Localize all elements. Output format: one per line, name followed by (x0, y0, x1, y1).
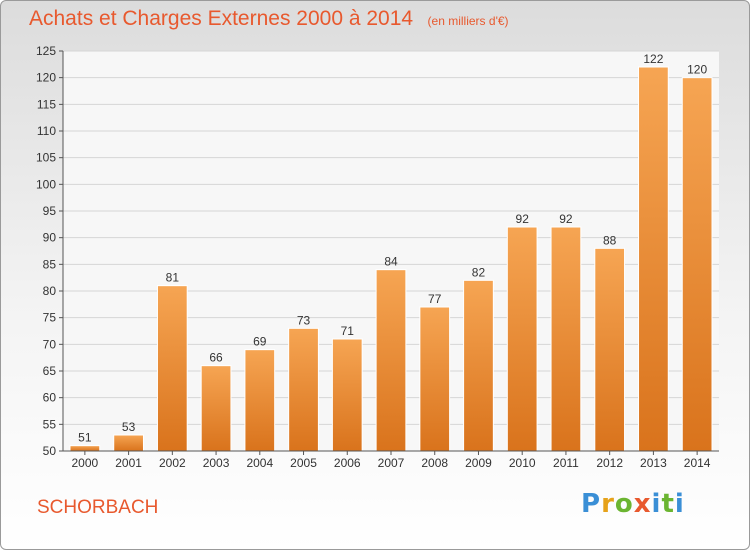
bars: 51 53 81 66 69 73 71 84 77 82 92 92 88 122 120 (69, 52, 713, 452)
y-tick-label: 95 (43, 204, 57, 218)
chart-unit: (en milliers d'€) (427, 14, 509, 28)
x-tick-label: 2002 (159, 456, 186, 470)
bar (681, 77, 713, 452)
data-label: 73 (297, 313, 311, 327)
data-label: 51 (78, 431, 92, 445)
x-tick-label: 2012 (596, 456, 623, 470)
data-label: 84 (384, 255, 398, 269)
y-tick-label: 120 (36, 71, 56, 85)
data-label: 53 (122, 420, 136, 434)
y-tick-label: 115 (37, 97, 56, 111)
y-tick-label: 55 (43, 417, 57, 431)
data-label: 92 (516, 212, 530, 226)
bar (244, 349, 276, 452)
title-block: Achats et Charges Externes 2000 à 2014 (… (29, 7, 509, 31)
data-label: 69 (253, 335, 267, 349)
y-tick-label: 80 (43, 284, 57, 298)
x-tick-label: 2005 (290, 456, 317, 470)
x-tick-label: 2004 (246, 456, 273, 470)
data-label: 122 (643, 52, 663, 66)
x-tick-label: 2014 (684, 456, 711, 470)
y-tick-label: 125 (36, 44, 56, 58)
data-label: 82 (472, 265, 486, 279)
bar (506, 226, 538, 452)
x-tick-label: 2009 (465, 456, 492, 470)
x-tick-label: 2007 (378, 456, 405, 470)
x-tick-label: 2001 (115, 456, 142, 470)
data-label: 71 (341, 324, 355, 338)
chart-title: Achats et Charges Externes 2000 à 2014 (29, 7, 414, 30)
data-label: 81 (166, 271, 180, 285)
y-tick-label: 100 (36, 177, 56, 191)
commune-name: SCHORBACH (37, 497, 159, 518)
y-tick-label: 85 (43, 257, 57, 271)
bar (69, 445, 101, 452)
bar (638, 66, 669, 452)
data-label: 120 (687, 63, 707, 77)
bar (463, 279, 494, 452)
data-label: 88 (603, 233, 617, 247)
y-tick-label: 50 (43, 444, 57, 458)
y-tick-label: 70 (43, 337, 57, 351)
proxiti-logo[interactable]: Proxiti (581, 489, 685, 519)
bar (375, 269, 407, 452)
bar (113, 434, 144, 452)
y-tick-label: 60 (43, 391, 57, 405)
data-label: 92 (559, 212, 573, 226)
x-tick-label: 2011 (553, 456, 579, 470)
bar (594, 247, 626, 452)
bar (156, 285, 188, 452)
bar (419, 306, 451, 452)
y-axis: 50 55 60 65 70 75 80 85 90 95 100 105 110 115 120 125 (36, 44, 64, 458)
x-tick-label: 2010 (509, 456, 536, 470)
x-tick-label: 2008 (421, 456, 448, 470)
bar (331, 338, 363, 452)
y-tick-label: 105 (36, 151, 56, 165)
y-tick-label: 90 (43, 231, 57, 245)
y-tick-label: 75 (43, 311, 57, 325)
data-label: 66 (209, 351, 223, 365)
bar (550, 226, 582, 452)
data-label: 77 (428, 292, 442, 306)
bar (288, 327, 319, 452)
x-tick-label: 2006 (334, 456, 361, 470)
y-tick-label: 110 (37, 124, 56, 138)
x-tick-label: 2013 (640, 456, 667, 470)
x-tick-label: 2000 (72, 456, 99, 470)
x-axis: 2000 2001 2002 2003 2004 2005 2006 2007 2008 2009… (63, 450, 719, 470)
x-tick-label: 2003 (203, 456, 230, 470)
bar (200, 365, 232, 452)
y-tick-label: 65 (43, 364, 57, 378)
